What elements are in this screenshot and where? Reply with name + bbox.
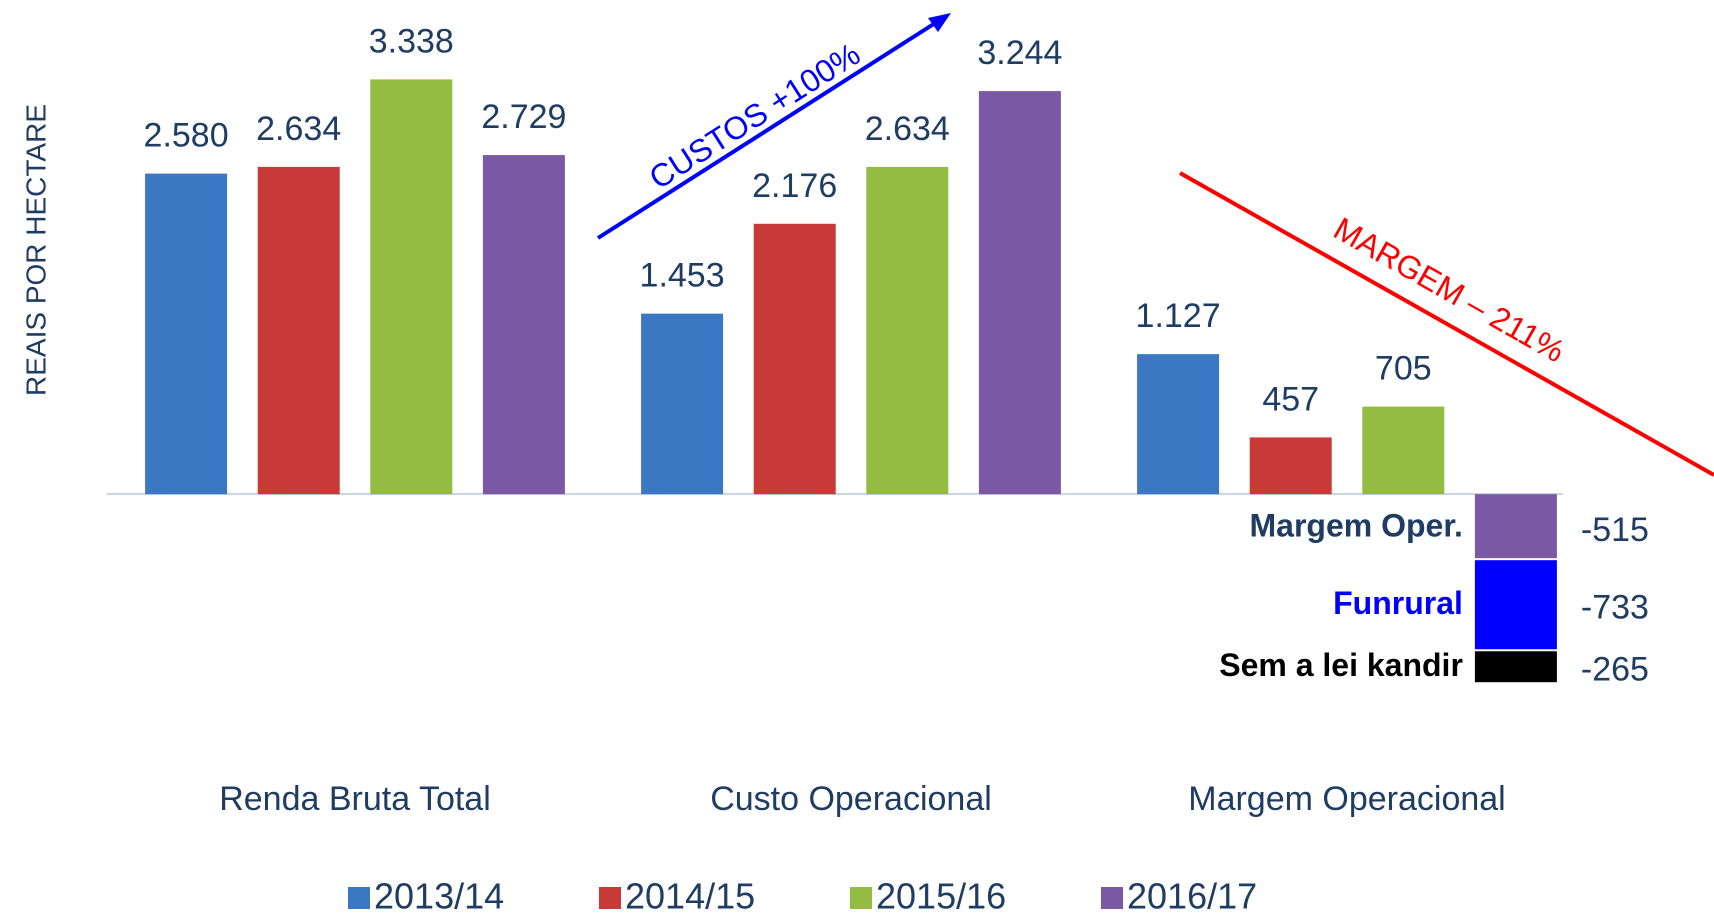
bar bbox=[1249, 437, 1332, 495]
y-axis-label: REAIS POR HECTARE bbox=[20, 104, 51, 396]
arrow bbox=[596, 18, 942, 240]
bar bbox=[370, 79, 453, 495]
legend-label: 2013/14 bbox=[374, 876, 504, 917]
legend-swatch bbox=[1101, 887, 1123, 909]
legend-swatch bbox=[850, 887, 872, 909]
legend-swatch bbox=[599, 887, 621, 909]
value-label: 705 bbox=[1375, 350, 1432, 388]
stack-label: Margem Oper. bbox=[1249, 508, 1462, 544]
value-label: 1.453 bbox=[640, 257, 725, 295]
value-label: 2.634 bbox=[865, 110, 950, 148]
bar bbox=[978, 91, 1061, 495]
value-label: 3.338 bbox=[369, 22, 454, 60]
bar bbox=[145, 173, 228, 495]
arrow-head bbox=[928, 13, 951, 32]
value-label: 1.127 bbox=[1136, 297, 1221, 335]
annotation: MARGEM – 211% bbox=[1328, 210, 1571, 369]
bar bbox=[257, 166, 340, 495]
x-tick-label: Custo Operacional bbox=[710, 780, 992, 818]
bar bbox=[1362, 406, 1445, 495]
value-label: 2.176 bbox=[752, 167, 837, 205]
value-label: -733 bbox=[1581, 589, 1649, 627]
value-label: 2.634 bbox=[256, 110, 341, 148]
arrow bbox=[1179, 171, 1714, 477]
bar bbox=[866, 166, 949, 495]
bar bbox=[1474, 494, 1557, 559]
legend-swatch bbox=[348, 887, 370, 909]
stack-label: Funrural bbox=[1333, 585, 1463, 621]
value-label: 2.580 bbox=[144, 117, 229, 155]
value-label: -515 bbox=[1581, 511, 1649, 549]
bar bbox=[482, 155, 565, 495]
bar bbox=[641, 313, 724, 495]
legend-label: 2016/17 bbox=[1127, 876, 1257, 917]
stack-label: Sem a lei kandir bbox=[1219, 647, 1463, 683]
bar bbox=[753, 223, 836, 495]
x-tick-label: Renda Bruta Total bbox=[219, 780, 491, 818]
value-label: 2.729 bbox=[481, 98, 566, 136]
value-label: 457 bbox=[1262, 380, 1319, 418]
stack-segment bbox=[1474, 651, 1557, 683]
value-label: -265 bbox=[1581, 651, 1649, 689]
x-tick-label: Margem Operacional bbox=[1188, 780, 1505, 818]
value-label: 3.244 bbox=[977, 34, 1062, 72]
legend-label: 2015/16 bbox=[876, 876, 1006, 917]
bar bbox=[1137, 354, 1220, 495]
legend-label: 2014/15 bbox=[625, 876, 755, 917]
stack-segment bbox=[1474, 560, 1557, 650]
